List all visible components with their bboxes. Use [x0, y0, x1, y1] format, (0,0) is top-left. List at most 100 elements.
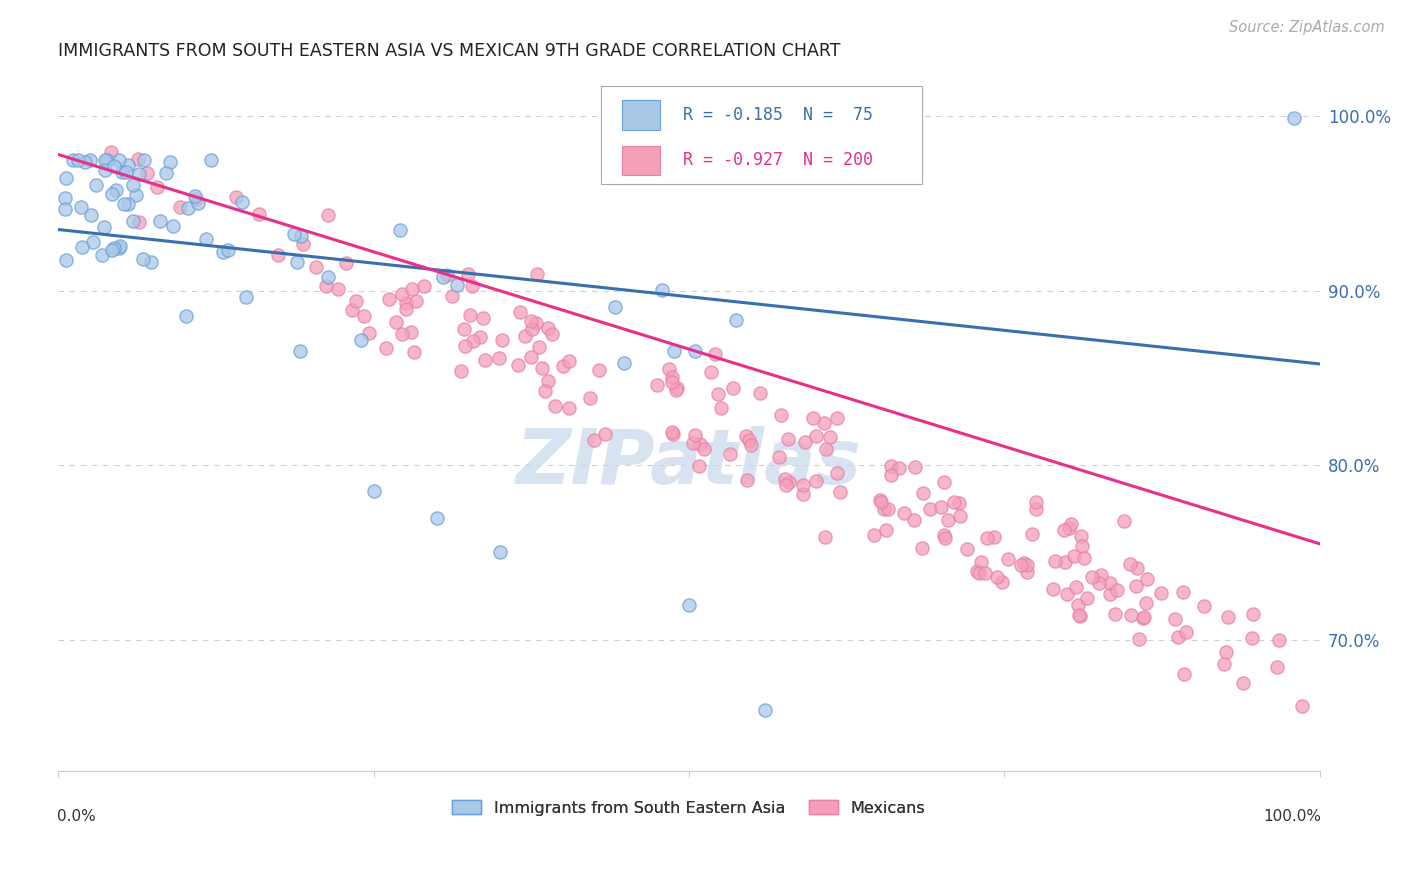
Point — [804, 111, 827, 125]
Point — [315, 279, 337, 293]
Point — [527, 339, 550, 353]
Point — [932, 528, 955, 542]
Point — [825, 411, 848, 425]
Point — [513, 329, 536, 343]
Point — [541, 326, 564, 341]
Point — [700, 365, 723, 379]
Point — [1067, 608, 1090, 623]
Point — [468, 330, 491, 344]
Point — [1265, 660, 1288, 674]
Text: R = -0.185  N =  75: R = -0.185 N = 75 — [683, 106, 873, 124]
Point — [1126, 561, 1149, 575]
Point — [1069, 608, 1091, 623]
Point — [519, 313, 541, 327]
Point — [887, 461, 910, 475]
Point — [266, 247, 288, 261]
Point — [401, 282, 423, 296]
Point — [122, 178, 145, 193]
Point — [105, 183, 128, 197]
Point — [1216, 610, 1239, 624]
Point — [177, 202, 200, 216]
Point — [1042, 582, 1064, 596]
Point — [531, 360, 554, 375]
Point — [231, 195, 253, 210]
Point — [461, 279, 484, 293]
Point — [991, 574, 1014, 589]
Point — [1053, 523, 1076, 537]
Point — [1167, 630, 1189, 644]
Point — [461, 334, 484, 348]
Point — [79, 153, 101, 167]
Point — [70, 200, 93, 214]
Point — [1112, 514, 1135, 528]
Point — [868, 111, 890, 125]
Point — [664, 344, 686, 359]
Point — [453, 322, 475, 336]
Point — [665, 381, 688, 395]
Point — [491, 333, 513, 347]
Point — [775, 473, 797, 487]
Point — [526, 267, 548, 281]
Text: R = -0.927  N = 200: R = -0.927 N = 200 — [683, 152, 873, 169]
Point — [911, 486, 934, 500]
Point — [385, 315, 408, 329]
Point — [683, 343, 706, 358]
Point — [128, 168, 150, 182]
Point — [1268, 632, 1291, 647]
Point — [149, 214, 172, 228]
Point — [524, 316, 547, 330]
Point — [72, 240, 94, 254]
Point — [73, 154, 96, 169]
Point — [101, 243, 124, 257]
Point — [187, 195, 209, 210]
Point — [378, 292, 401, 306]
Point — [186, 192, 208, 206]
Point — [983, 530, 1005, 544]
Point — [1192, 599, 1215, 613]
Point — [395, 296, 418, 310]
Point — [55, 171, 77, 186]
Point — [665, 384, 688, 398]
Point — [112, 197, 135, 211]
Point — [792, 487, 814, 501]
Point — [441, 289, 464, 303]
Point — [363, 484, 385, 499]
Point — [1056, 587, 1078, 601]
Point — [235, 290, 257, 304]
Point — [200, 153, 222, 167]
Point — [283, 227, 305, 241]
Point — [776, 432, 799, 446]
Point — [683, 427, 706, 442]
Point — [436, 268, 458, 282]
Point — [869, 492, 891, 507]
Point — [1171, 584, 1194, 599]
Point — [658, 362, 681, 376]
Point — [804, 474, 827, 488]
Point — [1240, 631, 1263, 645]
Point — [357, 326, 380, 340]
Point — [162, 219, 184, 233]
Point — [693, 442, 716, 456]
Point — [110, 239, 132, 253]
Point — [145, 179, 167, 194]
Point — [62, 153, 84, 167]
Point — [903, 513, 925, 527]
Bar — [621, 100, 659, 129]
Point — [127, 152, 149, 166]
Point — [117, 157, 139, 171]
Point — [217, 243, 239, 257]
Point — [651, 283, 673, 297]
Point — [413, 279, 436, 293]
Point — [94, 163, 117, 178]
Point — [53, 202, 76, 217]
Point — [734, 429, 756, 443]
Point — [1024, 501, 1046, 516]
Point — [53, 191, 76, 205]
Point — [93, 220, 115, 235]
Point — [1059, 517, 1081, 532]
Point — [520, 350, 543, 364]
Point — [139, 255, 162, 269]
Point — [579, 391, 602, 405]
Point — [976, 531, 998, 545]
Point — [1073, 551, 1095, 566]
